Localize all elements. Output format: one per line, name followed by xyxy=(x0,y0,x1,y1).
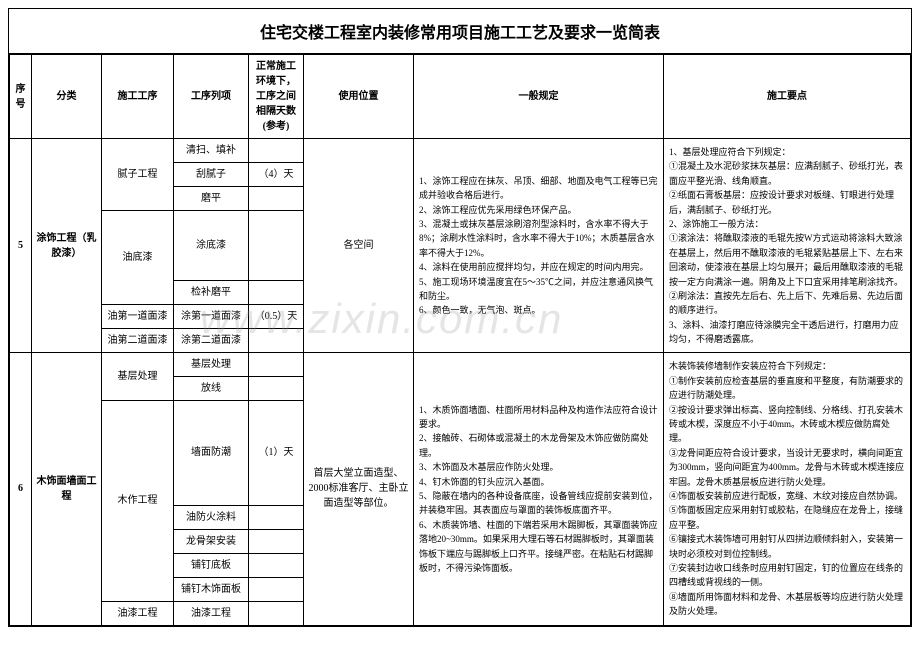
cat-6: 木饰面墙面工程 xyxy=(32,353,102,625)
days xyxy=(249,187,304,211)
h-rule: 一般规定 xyxy=(414,55,664,139)
step: 铺钉木饰面板 xyxy=(174,577,249,601)
h-point: 施工要点 xyxy=(664,55,911,139)
table-row: 5 涂饰工程（乳胶漆） 腻子工程 清扫、填补 各空间 1、涂饰工程应在抹灰、吊顶… xyxy=(10,139,911,163)
step: 墙面防潮 xyxy=(174,401,249,505)
h-days: 正常施工环境下，工序之间相隔天数(参考) xyxy=(249,55,304,139)
days xyxy=(249,505,304,529)
rule-5: 1、涂饰工程应在抹灰、吊顶、细部、地面及电气工程等已完成并验收合格后进行。2、涂… xyxy=(414,139,664,353)
rule-6: 1、木质饰面墙面、柱面所用材料品种及构造作法应符合设计要求。2、接触砖、石砌体或… xyxy=(414,353,664,625)
step: 刮腻子 xyxy=(174,163,249,187)
h-seq: 序号 xyxy=(10,55,32,139)
loc: 首层大堂立面造型、2000标准客厅、主卧立面造型等部位。 xyxy=(304,353,414,625)
days: （1）天 xyxy=(249,401,304,505)
days xyxy=(249,329,304,353)
days xyxy=(249,553,304,577)
point-6: 木装饰装修墙制作安装应符合下列规定：①制作安装前应检查基层的垂直度和平整度，有防… xyxy=(664,353,911,625)
proc: 腻子工程 xyxy=(102,139,174,211)
step: 涂底漆 xyxy=(174,211,249,281)
proc: 油第一道面漆 xyxy=(102,305,174,329)
step: 涂第一道面漆 xyxy=(174,305,249,329)
h-step: 工序列项 xyxy=(174,55,249,139)
days: （0.5）天 xyxy=(249,305,304,329)
main-table: 序号 分类 施工工序 工序列项 正常施工环境下，工序之间相隔天数(参考) 使用位… xyxy=(9,54,911,626)
h-process: 施工工序 xyxy=(102,55,174,139)
cat-5: 涂饰工程（乳胶漆） xyxy=(32,139,102,353)
document-container: 住宅交楼工程室内装修常用项目施工工艺及要求一览简表 序号 分类 施工工序 工序列… xyxy=(8,8,912,627)
step: 铺钉底板 xyxy=(174,553,249,577)
days xyxy=(249,377,304,401)
table-row: 6 木饰面墙面工程 基层处理 基层处理 首层大堂立面造型、2000标准客厅、主卧… xyxy=(10,353,911,377)
step: 油漆工程 xyxy=(174,601,249,625)
loc: 各空间 xyxy=(304,139,414,353)
days xyxy=(249,281,304,305)
step: 放线 xyxy=(174,377,249,401)
h-category: 分类 xyxy=(32,55,102,139)
days xyxy=(249,139,304,163)
days xyxy=(249,529,304,553)
days xyxy=(249,353,304,377)
proc: 油底漆 xyxy=(102,211,174,305)
seq-6: 6 xyxy=(10,353,32,625)
proc: 木作工程 xyxy=(102,401,174,601)
proc: 油漆工程 xyxy=(102,601,174,625)
header-row: 序号 分类 施工工序 工序列项 正常施工环境下，工序之间相隔天数(参考) 使用位… xyxy=(10,55,911,139)
point-5: 1、基层处理应符合下列规定：①混凝土及水泥砂浆抹灰基层：应满刮腻子、砂纸打光，表… xyxy=(664,139,911,353)
step: 基层处理 xyxy=(174,353,249,377)
days xyxy=(249,577,304,601)
seq-5: 5 xyxy=(10,139,32,353)
days: （4）天 xyxy=(249,163,304,187)
step: 涂第二道面漆 xyxy=(174,329,249,353)
proc: 油第二道面漆 xyxy=(102,329,174,353)
days xyxy=(249,601,304,625)
step: 油防火涂料 xyxy=(174,505,249,529)
step: 磨平 xyxy=(174,187,249,211)
step: 清扫、填补 xyxy=(174,139,249,163)
proc: 基层处理 xyxy=(102,353,174,401)
step: 龙骨架安装 xyxy=(174,529,249,553)
step: 检补磨平 xyxy=(174,281,249,305)
h-location: 使用位置 xyxy=(304,55,414,139)
document-title: 住宅交楼工程室内装修常用项目施工工艺及要求一览简表 xyxy=(9,9,911,54)
days xyxy=(249,211,304,281)
